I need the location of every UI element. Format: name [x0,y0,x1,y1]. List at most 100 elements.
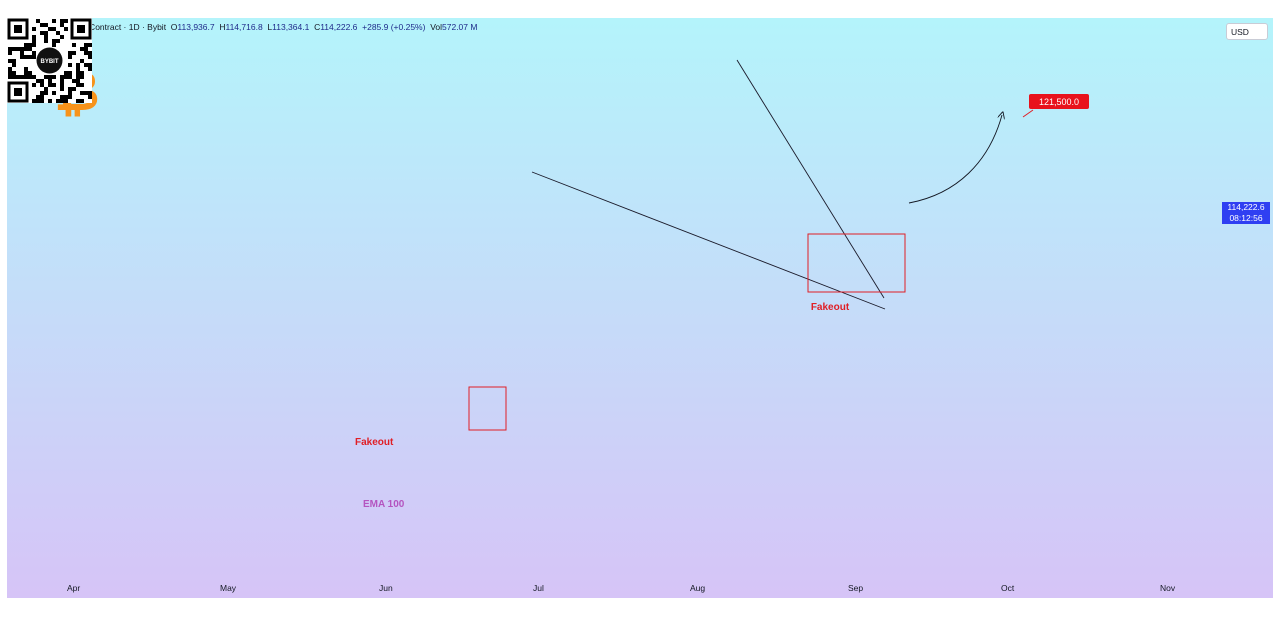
qr-cell [64,27,68,31]
qr-cell [32,43,36,47]
qr-cell [88,67,92,71]
qr-cell [12,47,16,51]
qr-cell [8,71,12,75]
qr-cell [56,39,60,43]
qr-cell [88,55,92,59]
qr-cell [48,99,52,103]
qr-cell [68,71,72,75]
qr-cell [52,91,56,95]
qr-cell [24,47,28,51]
x-tick-label: Oct [1001,583,1015,593]
x-tick-label: Aug [690,583,705,593]
qr-cell [48,83,52,87]
x-tick-label: Apr [67,583,80,593]
close-value: 114,222.6 [320,22,358,32]
qr-cell [84,43,88,47]
qr-cell [40,95,44,99]
qr-cell [72,43,76,47]
qr-cell [84,51,88,55]
fakeout-label: Fakeout [811,302,850,313]
qr-cell [52,19,56,23]
qr-cell [60,19,64,23]
qr-cell [44,87,48,91]
qr-cell [20,47,24,51]
x-tick-label: Jul [533,583,544,593]
qr-cell [56,99,60,103]
qr-cell [28,55,32,59]
qr-cell [24,43,28,47]
fakeout-label: Fakeout [355,437,394,448]
qr-cell [76,71,80,75]
qr-cell [60,95,64,99]
trendline-upper [736,59,885,299]
qr-cell [84,91,88,95]
qr-cell [40,91,44,95]
qr-cell [80,83,84,87]
qr-cell [32,99,36,103]
qr-cell [88,63,92,67]
change-value: +285.9 (+0.25%) [362,22,426,32]
qr-cell [52,27,56,31]
qr-cell [52,43,56,47]
qr-cell [68,91,72,95]
qr-cell [76,67,80,71]
qr-cell [72,79,76,83]
qr-cell [16,75,20,79]
volume-label: Vol [430,22,443,32]
qr-watermark-text: BYBIT [41,59,59,65]
qr-cell [80,99,84,103]
qr-cell [24,67,28,71]
qr-cell [44,23,48,27]
qr-cell [68,75,72,79]
qr-cell [36,99,40,103]
qr-code-icon: BYBIT [7,18,92,103]
qr-cell [32,51,36,55]
fakeout-box [468,386,507,431]
qr-cell [84,63,88,67]
x-tick-label: May [220,583,237,593]
qr-cell [44,31,48,35]
qr-cell [76,63,80,67]
x-tick-label: Sep [848,583,863,593]
qr-cell [88,43,92,47]
qr-cell [28,71,32,75]
qr-cell [68,87,72,91]
qr-cell [8,67,12,71]
qr-cell [68,95,72,99]
qr-cell [40,79,44,83]
qr-cell [64,99,68,103]
low-label: L [267,22,273,32]
qr-cell [80,75,84,79]
qr-cell [36,79,40,83]
qr-cell [64,19,68,23]
qr-cell [64,95,68,99]
currency-button[interactable]: USD [1226,23,1268,40]
open-label: O [170,22,178,32]
qr-cell [68,55,72,59]
qr-cell [40,83,44,87]
x-tick-label: Jun [379,583,393,593]
qr-cell [60,23,64,27]
qr-cell [60,83,64,87]
qr-cell [8,51,12,55]
qr-cell [12,59,16,63]
qr-cell [32,55,36,59]
qr-cell [68,63,72,67]
qr-cell [80,71,84,75]
qr-cell [60,79,64,83]
qr-cell [24,55,28,59]
qr-cell [88,95,92,99]
qr-cell [76,75,80,79]
qr-cell [24,75,28,79]
qr-cell [28,43,32,47]
qr-cell [16,47,20,51]
qr-cell [40,31,44,35]
qr-cell [32,35,36,39]
qr-cell [76,83,80,87]
qr-cell [64,75,68,79]
target-pointer [1022,109,1034,118]
target-label: 121,500.0 [1039,97,1079,107]
qr-cell [8,59,12,63]
